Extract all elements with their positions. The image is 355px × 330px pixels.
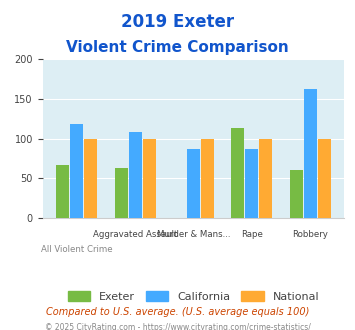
Bar — [84, 139, 97, 218]
Bar — [115, 168, 127, 218]
Text: 2019 Exeter: 2019 Exeter — [121, 13, 234, 31]
Text: All Violent Crime: All Violent Crime — [41, 245, 113, 254]
Bar — [231, 128, 244, 218]
Text: © 2025 CityRating.com - https://www.cityrating.com/crime-statistics/: © 2025 CityRating.com - https://www.city… — [45, 323, 310, 330]
Text: Aggravated Assault: Aggravated Assault — [93, 230, 177, 240]
Bar — [290, 170, 302, 218]
Text: Robbery: Robbery — [292, 230, 328, 240]
Bar — [129, 132, 142, 218]
Legend: Exeter, California, National: Exeter, California, National — [64, 287, 323, 306]
Bar — [56, 165, 69, 218]
Text: Murder & Mans...: Murder & Mans... — [157, 230, 230, 240]
Bar — [260, 139, 272, 218]
Bar — [304, 89, 317, 218]
Text: Rape: Rape — [241, 230, 263, 240]
Bar — [201, 139, 214, 218]
Bar — [318, 139, 331, 218]
Bar — [70, 124, 83, 218]
Bar — [245, 149, 258, 218]
Text: Compared to U.S. average. (U.S. average equals 100): Compared to U.S. average. (U.S. average … — [46, 307, 309, 317]
Text: Violent Crime Comparison: Violent Crime Comparison — [66, 40, 289, 54]
Bar — [143, 139, 155, 218]
Bar — [187, 149, 200, 218]
